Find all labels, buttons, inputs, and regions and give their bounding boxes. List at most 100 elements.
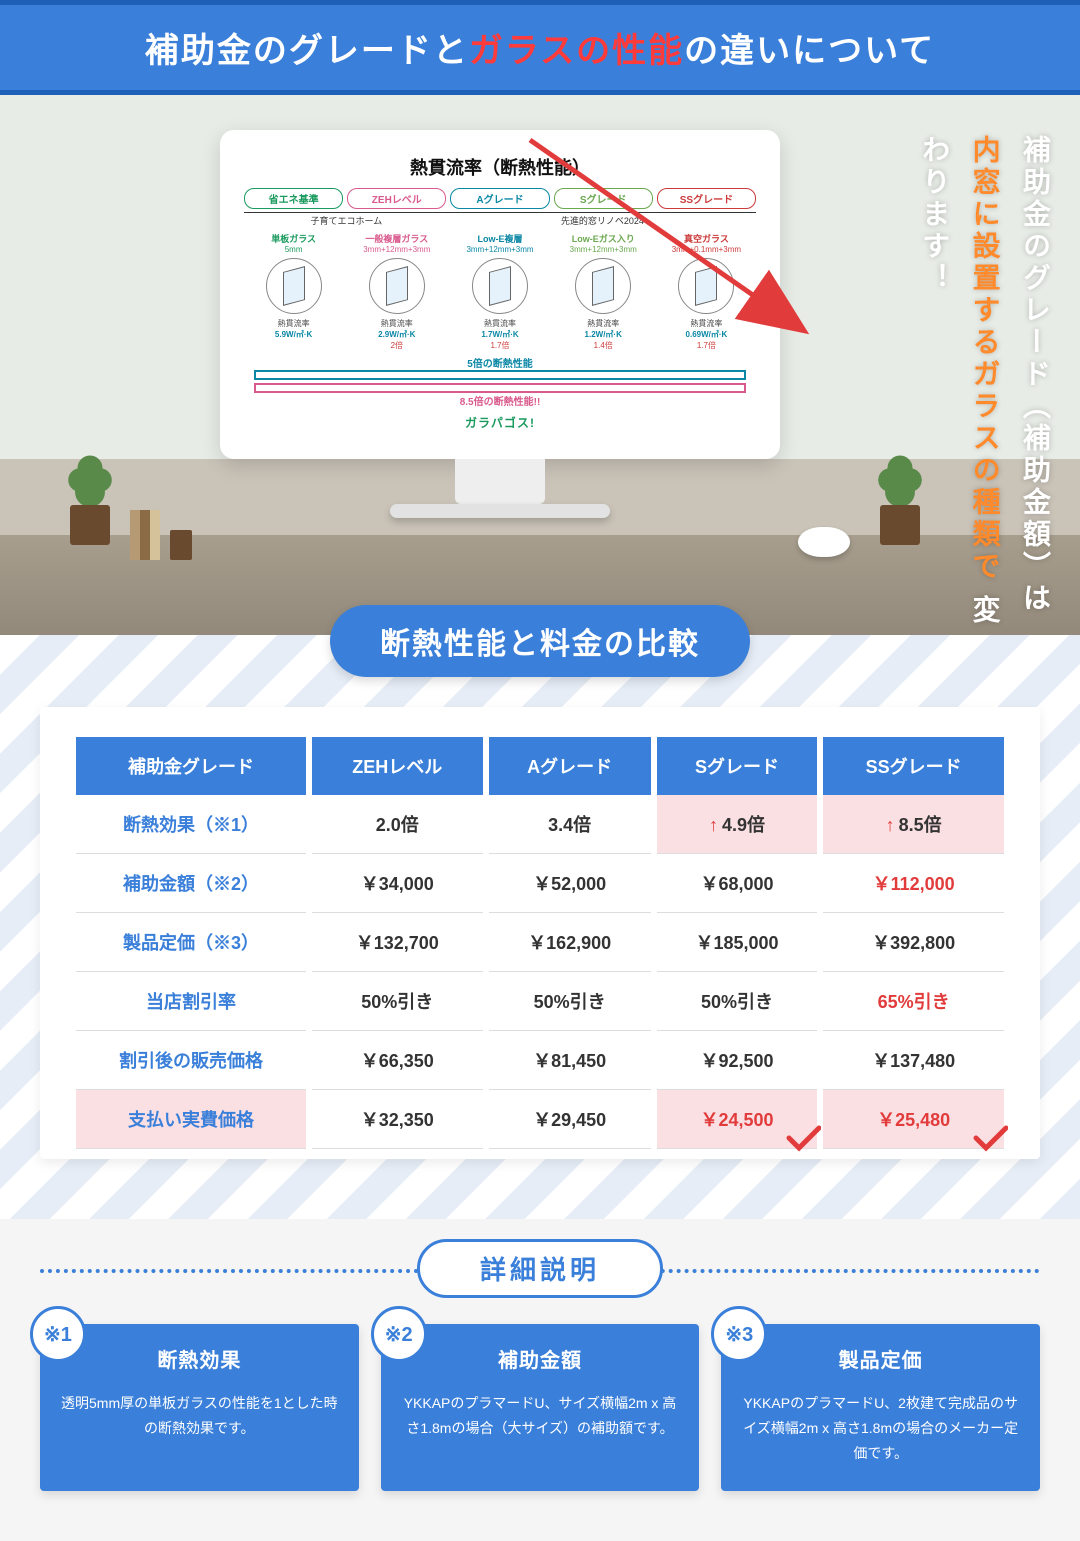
table-row: 当店割引率50%引き50%引き50%引き65%引き [76, 972, 1004, 1031]
table-cell: 65%引き [823, 972, 1004, 1031]
cell-value: ￥137,480 [872, 1051, 955, 1071]
cell-value: 3.4倍 [548, 815, 591, 835]
brand-logo: ガラパゴス! [244, 414, 756, 431]
cell-value: ￥68,000 [701, 874, 774, 894]
glass-name: 真空ガラス [657, 232, 756, 245]
glass-column: 単板ガラス 5mm 熱貫流率 5.9W/㎡·K [244, 232, 343, 351]
cell-value: 4.9倍 [722, 815, 765, 835]
mouse-prop [798, 527, 850, 557]
glass-column: Low-Eガス入り 3mm+12mm+3mm 熱貫流率 1.2W/㎡·K 1.4… [554, 232, 653, 351]
table-row: 断熱効果（※1）2.0倍3.4倍↑4.9倍↑8.5倍 [76, 795, 1004, 854]
glass-spec: 3mm+12mm+3mm [450, 245, 549, 254]
table-cell: ￥132,700 [312, 913, 483, 972]
glass-spec: 3mm+12mm+3mm [554, 245, 653, 254]
detail-body: YKKAPのプラマードU、サイズ横幅2m x 高さ1.8mの場合（大サイズ）の補… [399, 1391, 682, 1441]
multiplier: 1.4倍 [554, 340, 653, 351]
glass-spec: 3mm+12mm+3mm [347, 245, 446, 254]
cell-value: ￥25,480 [877, 1110, 950, 1130]
cell-value: ￥24,500 [701, 1110, 774, 1130]
details-section: 詳細説明 ※1 断熱効果 透明5mm厚の単板ガラスの性能を1とした時の断熱効果で… [0, 1219, 1080, 1541]
glass-column: 一般複層ガラス 3mm+12mm+3mm 熱貫流率 2.9W/㎡·K 2倍 [347, 232, 446, 351]
multiplier: 1.7倍 [450, 340, 549, 351]
detail-title: 製品定価 [739, 1344, 1022, 1373]
row-label: 補助金額（※2） [76, 854, 306, 913]
grade-pill: Sグレード [554, 188, 653, 209]
bar5-label: 5倍の断熱性能 [244, 355, 756, 370]
detail-card: ※1 断熱効果 透明5mm厚の単板ガラスの性能を1とした時の断熱効果です。 [40, 1324, 359, 1491]
glass-spec: 3mm+0.1mm+3mm [657, 245, 756, 254]
glass-row: 単板ガラス 5mm 熱貫流率 5.9W/㎡·K 一般複層ガラス 3mm+12mm… [244, 232, 756, 351]
table-cell: ￥34,000 [312, 854, 483, 913]
table-cell: ￥92,500 [657, 1031, 818, 1090]
u-value: 2.9W/㎡·K [347, 329, 446, 340]
multiplier: 1.7倍 [657, 340, 756, 351]
cell-value: ￥29,450 [533, 1110, 606, 1130]
cell-value: ￥81,450 [533, 1051, 606, 1071]
bar5 [254, 370, 746, 380]
hero-section: 熱貫流率（断熱性能） 省エネ基準ZEHレベルAグレードSグレードSSグレード 子… [0, 95, 1080, 655]
table-cell: ￥52,000 [489, 854, 651, 913]
glass-name: Low-E複層 [450, 232, 549, 245]
u-value: 5.9W/㎡·K [244, 329, 343, 340]
table-cell: 50%引き [312, 972, 483, 1031]
performance-bars: 5倍の断熱性能 8.5倍の断熱性能!! [244, 355, 756, 408]
detail-title: 補助金額 [399, 1344, 682, 1373]
table-cell: ￥392,800 [823, 913, 1004, 972]
cell-value: ￥112,000 [873, 874, 955, 894]
cell-value: ￥32,350 [361, 1110, 434, 1130]
detail-body: YKKAPのプラマードU、2枚建て完成品のサイズ横幅2m x 高さ1.8mの場合… [739, 1391, 1022, 1467]
grade-pill: SSグレード [657, 188, 756, 209]
table-head-label: 補助金グレード [76, 737, 306, 795]
cell-value: ￥66,350 [361, 1051, 434, 1071]
table-cell: 50%引き [489, 972, 651, 1031]
table-cell: ￥32,350 [312, 1090, 483, 1149]
table-cell: ￥29,450 [489, 1090, 651, 1149]
detail-badge: ※2 [371, 1306, 427, 1362]
table-row: 補助金額（※2）￥34,000 ￥52,000 ￥68,000 ￥112,000 [76, 854, 1004, 913]
table-cell: ↑4.9倍 [657, 795, 818, 854]
up-arrow-icon: ↑ [886, 815, 895, 835]
cell-value: ￥92,500 [701, 1051, 774, 1071]
grade-row: 省エネ基準ZEHレベルAグレードSグレードSSグレード [244, 188, 756, 209]
comparison-section: 断熱性能と料金の比較 補助金グレードZEHレベルAグレードSグレードSSグレード… [0, 635, 1080, 1219]
cell-value: 8.5倍 [899, 815, 942, 835]
glass-name: 単板ガラス [244, 232, 343, 245]
cell-value: 65%引き [878, 992, 950, 1012]
table-cell: 2.0倍 [312, 795, 483, 854]
bar85-label: 8.5倍の断熱性能!! [244, 393, 756, 408]
comparison-heading: 断熱性能と料金の比較 [330, 605, 750, 677]
glass-column: 真空ガラス 3mm+0.1mm+3mm 熱貫流率 0.69W/㎡·K 1.7倍 [657, 232, 756, 351]
u-label: 熱貫流率 [347, 318, 446, 329]
title-suffix: の違いについて [684, 32, 935, 70]
detail-card: ※3 製品定価 YKKAPのプラマードU、2枚建て完成品のサイズ横幅2m x 高… [721, 1324, 1040, 1491]
cell-value: ￥392,800 [872, 933, 955, 953]
cell-value: ￥162,900 [528, 933, 611, 953]
u-label: 熱貫流率 [244, 318, 343, 329]
glass-icon [266, 258, 322, 314]
grade-pill: ZEHレベル [347, 188, 446, 209]
title-highlight: ガラスの性能 [469, 32, 684, 70]
table-cell: ￥112,000 [823, 854, 1004, 913]
comparison-table: 補助金グレードZEHレベルAグレードSグレードSSグレード 断熱効果（※1）2.… [70, 737, 1010, 1149]
table-cell: ￥137,480 [823, 1031, 1004, 1090]
table-cell: ￥185,000 [657, 913, 818, 972]
detail-badge: ※3 [711, 1306, 767, 1362]
table-cell: ￥25,480 [823, 1090, 1004, 1149]
table-head-row: 補助金グレードZEHレベルAグレードSグレードSSグレード [76, 737, 1004, 795]
table-head-grade: ZEHレベル [312, 737, 483, 795]
cell-value: ￥52,000 [533, 874, 606, 894]
row-label: 支払い実費価格 [76, 1090, 306, 1149]
u-label: 熱貫流率 [657, 318, 756, 329]
table-cell: ↑8.5倍 [823, 795, 1004, 854]
glass-icon [575, 258, 631, 314]
comparison-card: 補助金グレードZEHレベルAグレードSグレードSSグレード 断熱効果（※1）2.… [40, 707, 1040, 1159]
cell-value: 50%引き [534, 992, 606, 1012]
glass-icon [678, 258, 734, 314]
table-cell: ￥162,900 [489, 913, 651, 972]
subrow-right: 先進的窓リノベ2024 [449, 212, 756, 228]
table-row: 割引後の販売価格￥66,350￥81,450￥92,500￥137,480 [76, 1031, 1004, 1090]
detail-card: ※2 補助金額 YKKAPのプラマードU、サイズ横幅2m x 高さ1.8mの場合… [381, 1324, 700, 1491]
table-cell: ￥24,500 [657, 1090, 818, 1149]
u-value: 0.69W/㎡·K [657, 329, 756, 340]
glass-name: Low-Eガス入り [554, 232, 653, 245]
